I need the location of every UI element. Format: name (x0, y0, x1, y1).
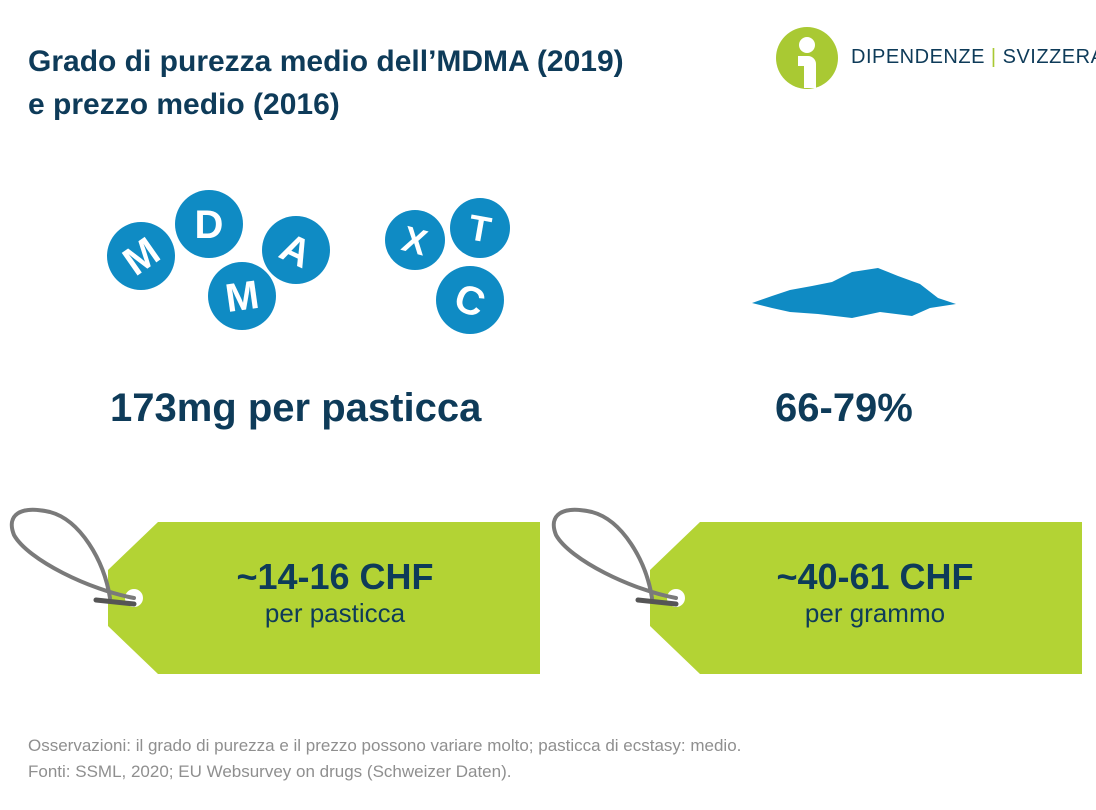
pill-x: X (385, 210, 445, 270)
page-title: Grado di purezza medio dell’MDMA (2019) … (28, 40, 624, 126)
pill-dose-stat: 173mg per pasticca (110, 386, 482, 430)
pill-a: A (262, 216, 330, 284)
footnote-note: Osservazioni: il grado di purezza e il p… (28, 736, 742, 755)
pill-t: T (450, 198, 510, 258)
title-line-1: Grado di purezza medio dell’MDMA (2019) (28, 45, 624, 78)
title-line-2: e prezzo medio (2016) (28, 88, 340, 121)
tag-1-unit: per pasticca (264, 598, 406, 628)
tag-1-price: ~14-16 CHF (236, 556, 434, 597)
powder-pile-icon (752, 268, 956, 318)
pill-c: C (436, 266, 504, 334)
info-person-icon (776, 27, 838, 89)
tag-2-unit: per grammo (804, 598, 946, 628)
logo-text-part1: DIPENDENZE (851, 46, 985, 68)
pill-letter: M (223, 273, 262, 321)
price-tag-2 (551, 507, 1082, 674)
pill-m2: M (208, 262, 276, 330)
logo-text: DIPENDENZE | SVIZZERA (851, 46, 1096, 69)
pill-d: D (175, 190, 243, 258)
logo-separator: | (990, 46, 997, 68)
tag-2-price: ~40-61 CHF (776, 556, 974, 597)
pill-m1: M (107, 222, 175, 290)
pill-letter: D (195, 203, 224, 247)
pill-group-mdma: M D A M (107, 190, 330, 330)
logo: DIPENDENZE | SVIZZERA (775, 26, 1096, 90)
pill-group-xtc: X T C (385, 198, 510, 334)
footnote-sources: Fonti: SSML, 2020; EU Websurvey on drugs… (28, 762, 512, 781)
logo-text-part2: SVIZZERA (1002, 46, 1096, 68)
price-tag-1 (9, 507, 540, 674)
powder-purity-stat: 66-79% (775, 386, 913, 430)
